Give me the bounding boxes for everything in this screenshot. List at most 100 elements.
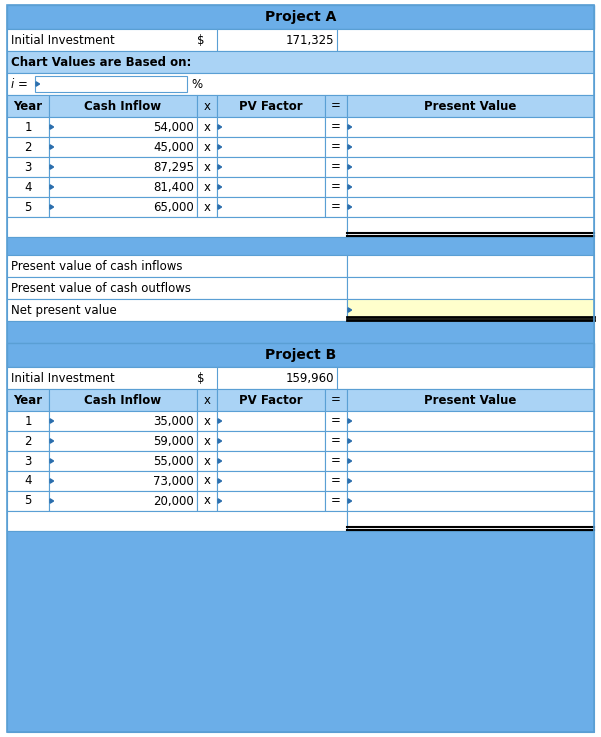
Polygon shape	[348, 439, 352, 443]
Bar	[217, 411, 325, 431]
Text: =: =	[331, 99, 341, 113]
Text: Project B: Project B	[265, 348, 336, 362]
Bar	[347, 137, 594, 157]
Bar	[49, 491, 197, 511]
Text: 3: 3	[24, 455, 32, 467]
Text: Net present value: Net present value	[11, 304, 117, 316]
Bar	[7, 367, 594, 389]
Bar	[217, 451, 325, 471]
Bar	[49, 157, 197, 177]
Bar	[217, 95, 325, 117]
Text: i =: i =	[11, 77, 28, 91]
Bar	[49, 177, 197, 197]
Bar	[197, 177, 217, 197]
Text: 171,325: 171,325	[285, 33, 334, 46]
Bar	[7, 299, 347, 321]
Bar	[217, 367, 337, 389]
Bar	[347, 471, 594, 491]
Bar	[347, 277, 594, 299]
Text: 3: 3	[24, 161, 32, 173]
Polygon shape	[348, 185, 352, 189]
Polygon shape	[348, 205, 352, 209]
Polygon shape	[348, 165, 352, 170]
Bar	[7, 389, 49, 411]
Text: x: x	[204, 181, 210, 194]
Text: 4: 4	[24, 181, 32, 194]
Bar	[325, 491, 347, 511]
Bar	[7, 431, 49, 451]
Polygon shape	[348, 419, 352, 423]
Polygon shape	[50, 499, 53, 503]
Text: =: =	[331, 161, 341, 173]
Polygon shape	[348, 125, 352, 129]
Text: =: =	[331, 181, 341, 194]
Bar	[7, 73, 594, 95]
Polygon shape	[218, 125, 222, 129]
Bar	[7, 471, 49, 491]
Bar	[7, 343, 594, 367]
Text: Project A: Project A	[265, 10, 336, 24]
Polygon shape	[50, 185, 53, 189]
Bar	[347, 411, 594, 431]
Bar	[347, 431, 594, 451]
Polygon shape	[50, 459, 53, 463]
Text: 35,000: 35,000	[153, 414, 194, 427]
Bar	[7, 137, 49, 157]
Bar	[7, 197, 49, 217]
Bar	[217, 117, 325, 137]
Bar	[7, 217, 347, 237]
Text: Year: Year	[13, 394, 43, 407]
Bar	[217, 177, 325, 197]
Bar	[7, 531, 594, 732]
Polygon shape	[36, 82, 40, 86]
Text: x: x	[204, 99, 210, 113]
Text: 2: 2	[24, 141, 32, 153]
Text: x: x	[204, 475, 210, 487]
Bar	[325, 137, 347, 157]
Bar	[197, 451, 217, 471]
Bar	[325, 431, 347, 451]
Bar	[7, 29, 594, 51]
Bar	[197, 411, 217, 431]
Bar	[49, 411, 197, 431]
Bar	[217, 29, 337, 51]
Bar	[197, 471, 217, 491]
Text: Year: Year	[13, 99, 43, 113]
Bar	[197, 117, 217, 137]
Polygon shape	[50, 125, 53, 129]
Bar	[347, 117, 594, 137]
Bar	[347, 451, 594, 471]
Bar	[7, 237, 594, 255]
Polygon shape	[50, 205, 53, 209]
Text: 4: 4	[24, 475, 32, 487]
Bar	[197, 95, 217, 117]
Polygon shape	[218, 499, 222, 503]
Bar	[217, 491, 325, 511]
Text: 20,000: 20,000	[153, 495, 194, 508]
Text: =: =	[331, 435, 341, 447]
Text: x: x	[204, 414, 210, 427]
Polygon shape	[218, 479, 222, 483]
Bar	[49, 389, 197, 411]
Bar	[347, 197, 594, 217]
Bar	[217, 197, 325, 217]
Bar	[197, 197, 217, 217]
Bar	[217, 471, 325, 491]
Bar	[49, 137, 197, 157]
Text: Present value of cash outflows: Present value of cash outflows	[11, 282, 191, 295]
Bar	[217, 389, 325, 411]
Text: %: %	[191, 77, 202, 91]
Text: x: x	[204, 495, 210, 508]
Polygon shape	[348, 479, 352, 483]
Text: 1: 1	[24, 121, 32, 133]
Polygon shape	[50, 419, 53, 423]
Bar	[325, 411, 347, 431]
Bar	[217, 157, 325, 177]
Text: Cash Inflow: Cash Inflow	[84, 99, 162, 113]
Text: 159,960: 159,960	[285, 371, 334, 385]
Text: =: =	[331, 475, 341, 487]
Bar	[7, 51, 594, 73]
Bar	[347, 177, 594, 197]
Bar	[325, 471, 347, 491]
Text: Present value of cash inflows: Present value of cash inflows	[11, 259, 183, 273]
